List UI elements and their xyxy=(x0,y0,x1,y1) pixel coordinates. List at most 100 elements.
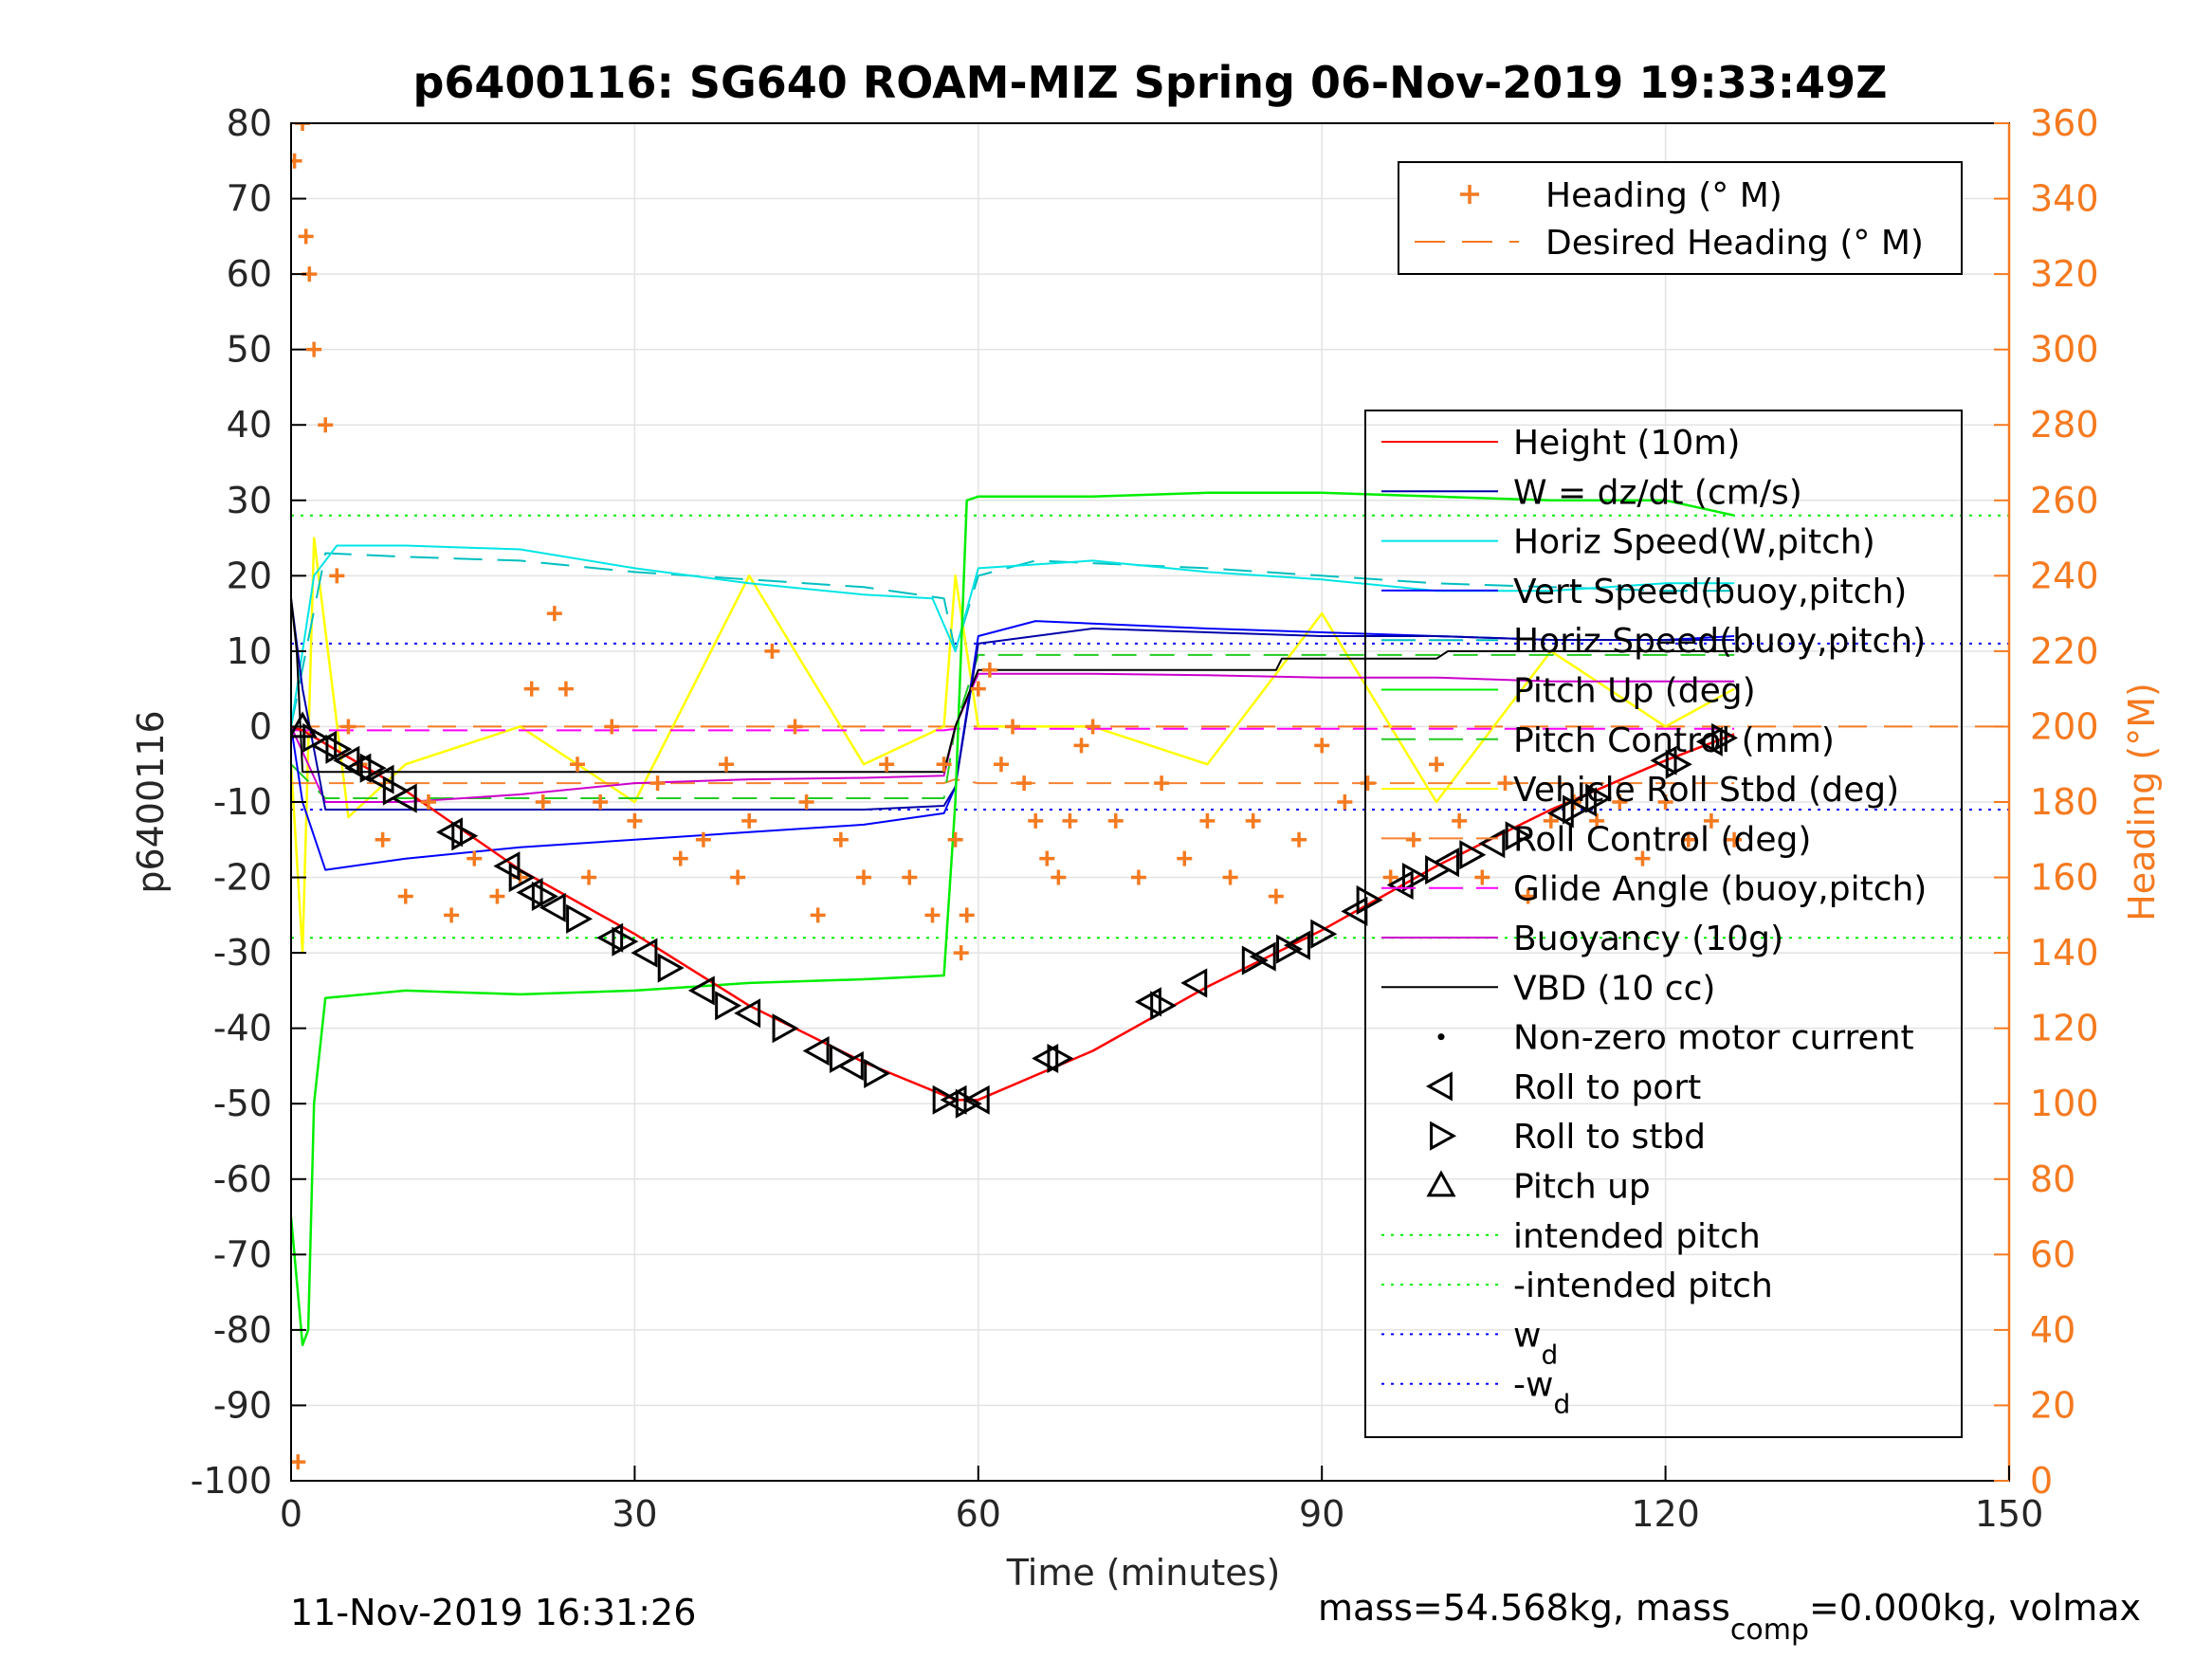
heading-point-38 xyxy=(879,757,895,773)
roll-port-marker-8 xyxy=(539,892,566,922)
heading-point-33 xyxy=(787,719,803,735)
roll-port-marker-3 xyxy=(367,764,394,794)
legend-main-sub-19: d xyxy=(1553,1389,1570,1420)
legend-main-sub-18: d xyxy=(1541,1339,1558,1370)
legend-main-name-13: Roll to port xyxy=(1513,1068,1701,1107)
yr-tick-label-11: 220 xyxy=(2030,630,2099,672)
heading-point-22 xyxy=(581,869,597,885)
legend-main-name-14: Roll to stbd xyxy=(1513,1118,1706,1157)
heading-point-35 xyxy=(810,907,826,923)
heading-point-78 xyxy=(1612,794,1628,810)
heading-point-34 xyxy=(798,794,814,810)
legend-main-name-9: Glide Angle (buoy,pitch) xyxy=(1513,870,1927,909)
heading-point-70 xyxy=(1429,757,1444,773)
w-line xyxy=(291,598,1735,811)
heading-point-61 xyxy=(1222,869,1238,885)
yr-tick-label-8: 160 xyxy=(2030,857,2099,899)
legend-main-name-4: Horiz Speed(buoy,pitch) xyxy=(1513,622,1926,661)
legend-main-label-11: VBD (10 cc) xyxy=(1513,969,1715,1008)
yr-tick-label-0: 0 xyxy=(2030,1460,2053,1502)
yr-tick-label-12: 240 xyxy=(2030,555,2099,596)
roll-stbd-marker-5 xyxy=(508,863,536,893)
yr-tick-label-10: 200 xyxy=(2030,705,2099,747)
roll-stbd-marker-9 xyxy=(657,953,685,983)
heading-point-55 xyxy=(1085,719,1101,735)
yr-tick-label-16: 320 xyxy=(2030,253,2099,295)
legend-heading-label-1: Desired Heading (° M) xyxy=(1545,224,1924,263)
heading-point-2 xyxy=(295,123,311,131)
legend-main-label-5: Pitch Up (deg) xyxy=(1513,672,1756,711)
legend-main-name-12: Non-zero motor current xyxy=(1513,1019,1914,1058)
legend-main-label-16: intended pitch xyxy=(1513,1217,1761,1256)
roll-port-marker-12 xyxy=(734,998,761,1029)
heading-point-21 xyxy=(570,757,585,773)
heading-point-54 xyxy=(1073,738,1089,754)
legend-main-name-2: Horiz Speed(W,pitch) xyxy=(1513,523,1875,562)
heading-point-51 xyxy=(1039,850,1055,866)
roll-stbd-marker-3 xyxy=(382,775,410,806)
roll-port-marker-28 xyxy=(1650,745,1677,775)
x-tick-label-3: 90 xyxy=(1299,1493,1344,1535)
roll-stbd-marker-14 xyxy=(932,1085,960,1115)
footer-mass-prefix: mass=54.568kg, mass xyxy=(1318,1587,1730,1629)
legend-main-name-6: Pitch Control (mm) xyxy=(1513,721,1835,760)
roll-stbd-marker-23 xyxy=(1425,855,1453,885)
yr-tick-label-14: 280 xyxy=(2030,404,2099,446)
footer-timestamp: 11-Nov-2019 16:31:26 xyxy=(290,1592,696,1633)
y-tick-label-10: 0 xyxy=(249,705,272,747)
heading-point-69 xyxy=(1405,831,1421,848)
heading-point-12 xyxy=(420,794,436,810)
heading-point-8 xyxy=(340,719,356,735)
legend-main-name-19: -w xyxy=(1513,1366,1553,1405)
legend-main-swatch-12 xyxy=(1437,1033,1445,1041)
heading-point-18 xyxy=(535,794,551,810)
heading-point-64 xyxy=(1291,831,1307,848)
legend-main-label-15: Pitch up xyxy=(1513,1168,1651,1207)
footer-mass-suffix: =0.000kg, volmax xyxy=(1809,1587,2141,1629)
heading-point-17 xyxy=(523,681,539,697)
yr-tick-label-13: 260 xyxy=(2030,480,2099,521)
heading-point-15 xyxy=(489,888,505,904)
roll-stbd-marker-6 xyxy=(531,881,558,911)
roll-control-line xyxy=(291,778,1735,785)
roll-stbd-marker-0 xyxy=(302,722,330,753)
yr-tick-label-9: 180 xyxy=(2030,781,2099,823)
heading-point-7 xyxy=(329,568,345,584)
heading-point-36 xyxy=(832,831,849,848)
heading-point-56 xyxy=(1107,812,1124,829)
roll-stbd-marker-8 xyxy=(612,926,639,957)
legend-heading: Heading (° M) Desired Heading (° M) xyxy=(1398,161,1963,275)
y-tick-label-5: -50 xyxy=(213,1083,272,1124)
heading-point-14 xyxy=(466,850,483,866)
heading-point-10 xyxy=(375,831,391,848)
roll-port-marker-10 xyxy=(631,938,658,968)
heading-point-3 xyxy=(298,228,314,245)
heading-point-63 xyxy=(1268,888,1284,904)
heading-point-41 xyxy=(936,757,952,773)
heading-point-43 xyxy=(953,945,969,961)
legend-main-name-7: Vehicle Roll Stbd (deg) xyxy=(1513,771,1899,810)
legend-main-name-11: VBD (10 cc) xyxy=(1513,969,1715,1008)
x-tick-label-2: 60 xyxy=(956,1493,1001,1535)
yr-tick-label-3: 60 xyxy=(2030,1233,2075,1275)
y-right-axis-label: Heading (°M) xyxy=(2121,683,2163,921)
legend-main-label-3: Vert Speed(buoy,pitch) xyxy=(1513,573,1907,611)
roll-port-marker-6 xyxy=(493,851,521,882)
yr-tick-label-17: 340 xyxy=(2030,178,2099,220)
roll-stbd-marker-29 xyxy=(1711,722,1739,753)
legend-heading-label-0: Heading (° M) xyxy=(1545,176,1782,215)
y-tick-label-2: -80 xyxy=(213,1309,272,1351)
heading-point-25 xyxy=(627,812,643,829)
roll-port-marker-2 xyxy=(344,753,372,783)
heading-point-29 xyxy=(719,757,735,773)
y-tick-label-7: -30 xyxy=(213,932,272,974)
roll-port-marker-7 xyxy=(516,877,543,908)
roll-port-marker-13 xyxy=(802,1035,830,1066)
yr-tick-label-4: 80 xyxy=(2030,1158,2075,1200)
legend-main-name-5: Pitch Up (deg) xyxy=(1513,672,1756,711)
heading-point-28 xyxy=(695,831,711,848)
roll-stbd-marker-16 xyxy=(1047,1043,1074,1074)
legend-heading-box xyxy=(1398,161,1963,275)
heading-point-50 xyxy=(1028,812,1044,829)
y-tick-label-16: 60 xyxy=(227,253,272,295)
